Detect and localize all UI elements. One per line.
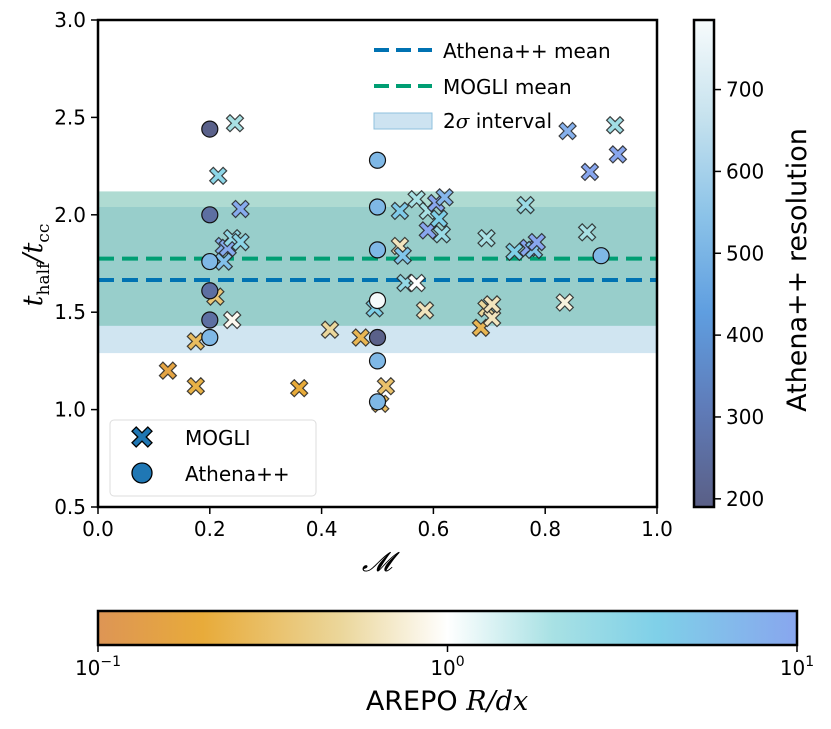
mogli-point [555,293,575,312]
x-axis-ticks: 0.0 0.2 0.4 0.6 0.8 1.0 [82,507,673,541]
colorbar-bottom-tick-label: 10−1 [75,654,121,680]
mogli-point [225,113,245,133]
colorbar-bottom: 10−1 100 101 AREPO R/dx [75,609,814,717]
y-tick-label: 2.0 [54,203,86,227]
x-axis-label: 𝓜 [362,547,400,578]
legend-athena-mean-label: Athena++ mean [443,39,611,63]
x-tick-label: 0.0 [82,517,114,541]
x-tick-label: 0.4 [306,517,338,541]
athena-point [592,247,610,265]
colorbar-right-tick-label: 200 [726,487,764,511]
legend-athena-label: Athena++ [185,462,290,486]
y-tick-label: 0.5 [54,495,86,519]
athena-point [368,198,387,216]
athena-point [368,241,387,259]
colorbar-right-gradient [692,18,716,509]
y-tick-label: 3.0 [54,8,86,32]
y-tick-label: 1.5 [54,300,86,324]
colorbar-right-label: Athena++ resolution [782,128,813,412]
colorbar-right-tick-label: 300 [726,405,764,429]
x-tick-label: 0.8 [529,517,561,541]
mogli-point [516,195,535,215]
mogli-point [231,199,250,219]
mogli-point [320,320,340,340]
legend-main: Athena++ mean MOGLI mean 2σ interval [373,39,611,133]
mogli-point [186,376,206,396]
colorbar-right-tick-label: 600 [726,159,764,183]
mogli-point [429,209,449,229]
x-tick-label: 1.0 [641,517,673,541]
athena-point [368,352,387,370]
colorbar-right: 200 300 400 500 600 700 Athena++ resolution [692,18,813,511]
legend-markers-frame [109,419,317,497]
colorbar-bottom-tick-label: 100 [430,654,464,680]
legend-markers: MOGLI Athena++ [109,419,317,497]
mogli-point [376,376,396,396]
mean-lines [98,256,657,283]
colorbar-right-tick-label: 700 [726,78,764,102]
mogli-point [580,162,600,182]
mogli-point [558,121,577,141]
athena-point [368,328,387,347]
legend-interval-swatch [373,112,433,130]
colorbar-bottom-tick-label: 101 [780,654,814,680]
athena-point [201,252,219,271]
mogli-point [289,378,309,398]
mogli-point [608,145,628,164]
plot-area: 0.0 0.2 0.4 0.6 0.8 1.0 0.5 1.0 1.5 2.0 2.5 3.0 [54,8,673,541]
mogli-point [527,232,547,252]
colorbar-right-tick-label: 500 [726,241,764,265]
colorbar-bottom-label: AREPO R/dx [366,686,528,717]
colorbar-bottom-gradient [96,609,799,647]
mogli-point [415,300,435,320]
athena-point [201,120,219,138]
mogli-point [435,187,454,207]
svg-text:thalf/tcc: thalf/tcc [18,224,54,307]
legend-mogli-label: MOGLI [185,426,251,450]
mogli-point [482,295,502,314]
athena-point [201,282,219,300]
mogli-point [432,224,452,244]
mogli-point [393,246,413,266]
mogli-point [186,332,206,351]
mogli-point [231,232,250,252]
data-points [158,113,628,414]
legend-mogli-mean-label: MOGLI mean [443,75,572,99]
x-tick-label: 0.6 [417,517,449,541]
y-tick-label: 2.5 [54,105,86,129]
athena-point [368,393,387,411]
mogli-point [577,222,597,242]
athena-point [201,311,219,329]
x-tick-label: 0.2 [194,517,226,541]
interval-bands [98,191,657,354]
mogli-point [222,310,242,330]
colorbar-right-ticks: 200 300 400 500 600 700 [714,78,764,511]
y-tick-label: 1.0 [54,398,86,422]
colorbar-bottom-ticks: 10−1 100 101 [75,645,814,680]
y-axis-ticks: 0.5 1.0 1.5 2.0 2.5 3.0 [54,8,98,519]
legend-interval-label: 2σ interval [443,109,552,133]
legend-mogli-marker [131,426,153,448]
athena-point [201,328,219,347]
mogli-point [351,328,371,347]
y-axis-label: thalf/tcc [18,224,54,307]
athena-point [201,206,219,224]
mogli-point [390,201,410,221]
athena-point [368,151,387,169]
mogli-point [477,228,496,248]
athena-point [368,291,387,310]
mogli-point [208,166,228,186]
mogli-point [158,361,178,380]
mogli-point [407,273,426,293]
colorbar-right-tick-label: 400 [726,323,764,347]
legend-athena-marker [131,462,153,484]
plot-frame [96,18,659,509]
mogli-point [605,115,625,135]
